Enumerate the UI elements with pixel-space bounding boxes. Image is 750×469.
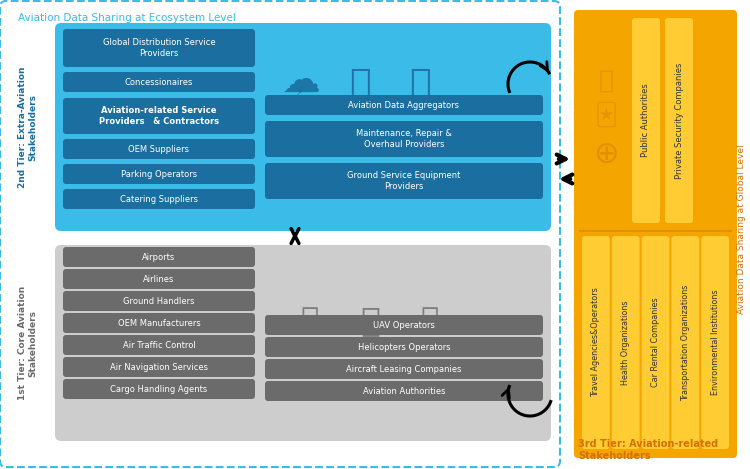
FancyBboxPatch shape <box>63 164 255 184</box>
FancyBboxPatch shape <box>63 357 255 377</box>
Text: 🚶: 🚶 <box>421 307 440 335</box>
Text: Ground Handlers: Ground Handlers <box>123 296 195 305</box>
Text: Aviation Data Aggregators: Aviation Data Aggregators <box>349 100 460 109</box>
Text: Transportation Organizations: Transportation Organizations <box>681 284 690 401</box>
FancyBboxPatch shape <box>265 359 543 379</box>
Text: ⚡: ⚡ <box>295 85 304 99</box>
FancyBboxPatch shape <box>671 236 699 449</box>
FancyBboxPatch shape <box>265 381 543 401</box>
Text: Aviation Authorities: Aviation Authorities <box>363 386 446 395</box>
Text: Car Rental Companies: Car Rental Companies <box>651 298 660 387</box>
FancyBboxPatch shape <box>582 236 610 449</box>
Text: Environmental Institutions: Environmental Institutions <box>710 290 719 395</box>
FancyBboxPatch shape <box>265 163 543 199</box>
FancyBboxPatch shape <box>55 23 551 231</box>
Text: ☁: ☁ <box>280 62 320 100</box>
Text: Aviation Data Sharing at Ecosystem Level: Aviation Data Sharing at Ecosystem Level <box>18 13 235 23</box>
FancyBboxPatch shape <box>574 10 737 458</box>
FancyBboxPatch shape <box>0 1 560 467</box>
Text: Parking Operators: Parking Operators <box>121 169 197 179</box>
Text: 🏗: 🏗 <box>301 307 320 335</box>
Text: Health Organizations: Health Organizations <box>621 300 630 385</box>
FancyBboxPatch shape <box>63 313 255 333</box>
Text: Air Navigation Services: Air Navigation Services <box>110 363 208 371</box>
Text: OEM Suppliers: OEM Suppliers <box>128 144 190 153</box>
Text: Global Distribution Service
Providers: Global Distribution Service Providers <box>103 38 215 58</box>
Text: Concessionaires: Concessionaires <box>124 77 194 86</box>
Text: Catering Suppliers: Catering Suppliers <box>120 195 198 204</box>
FancyBboxPatch shape <box>632 18 660 223</box>
FancyBboxPatch shape <box>63 335 255 355</box>
Text: 👜: 👜 <box>350 67 370 101</box>
FancyBboxPatch shape <box>641 236 670 449</box>
FancyBboxPatch shape <box>63 189 255 209</box>
FancyBboxPatch shape <box>55 245 551 441</box>
Text: Air Traffic Control: Air Traffic Control <box>123 340 195 349</box>
Text: Aviation Data Sharing at Global Level: Aviation Data Sharing at Global Level <box>737 144 746 314</box>
Text: Private Security Companies: Private Security Companies <box>674 62 683 179</box>
Text: Cargo Handling Agents: Cargo Handling Agents <box>110 385 208 393</box>
FancyBboxPatch shape <box>665 18 693 223</box>
Text: UAV Operators: UAV Operators <box>373 320 435 330</box>
FancyBboxPatch shape <box>701 236 729 449</box>
FancyBboxPatch shape <box>63 269 255 289</box>
FancyBboxPatch shape <box>265 315 543 335</box>
Text: Airlines: Airlines <box>143 274 175 283</box>
Text: ⊕: ⊕ <box>593 139 619 168</box>
Text: Aircraft Leasing Companies: Aircraft Leasing Companies <box>346 364 462 373</box>
Text: OEM Manufacturers: OEM Manufacturers <box>118 318 200 327</box>
FancyBboxPatch shape <box>63 72 255 92</box>
Text: 🃏: 🃏 <box>595 101 617 127</box>
FancyBboxPatch shape <box>63 291 255 311</box>
FancyBboxPatch shape <box>612 236 640 449</box>
FancyBboxPatch shape <box>63 379 255 399</box>
FancyBboxPatch shape <box>265 95 543 115</box>
FancyBboxPatch shape <box>63 29 255 67</box>
Text: Public Authorities: Public Authorities <box>641 83 650 158</box>
Text: 🚗: 🚗 <box>410 67 430 101</box>
Text: 2nd Tier: Extra-Aviation
Stakeholders: 2nd Tier: Extra-Aviation Stakeholders <box>18 66 38 188</box>
Text: 📍: 📍 <box>360 304 380 338</box>
Text: Helicopters Operators: Helicopters Operators <box>358 342 450 351</box>
FancyBboxPatch shape <box>265 121 543 157</box>
Text: Airports: Airports <box>142 252 176 262</box>
Text: Aviation-related Service
Providers   & Contractors: Aviation-related Service Providers & Con… <box>99 106 219 126</box>
Text: 3rd Tier: Aviation-related
Stakeholders: 3rd Tier: Aviation-related Stakeholders <box>578 439 718 461</box>
FancyBboxPatch shape <box>63 98 255 134</box>
Text: Ground Service Equipment
Providers: Ground Service Equipment Providers <box>347 171 460 191</box>
Text: 1st Tier: Core Aviation
Stakeholders: 1st Tier: Core Aviation Stakeholders <box>18 286 38 400</box>
Text: Maintenance, Repair &
Overhaul Providers: Maintenance, Repair & Overhaul Providers <box>356 129 452 149</box>
Text: 🏷: 🏷 <box>598 69 613 93</box>
Text: Travel Agencies&Operators: Travel Agencies&Operators <box>592 287 601 397</box>
FancyBboxPatch shape <box>265 337 543 357</box>
FancyBboxPatch shape <box>63 139 255 159</box>
FancyBboxPatch shape <box>63 247 255 267</box>
